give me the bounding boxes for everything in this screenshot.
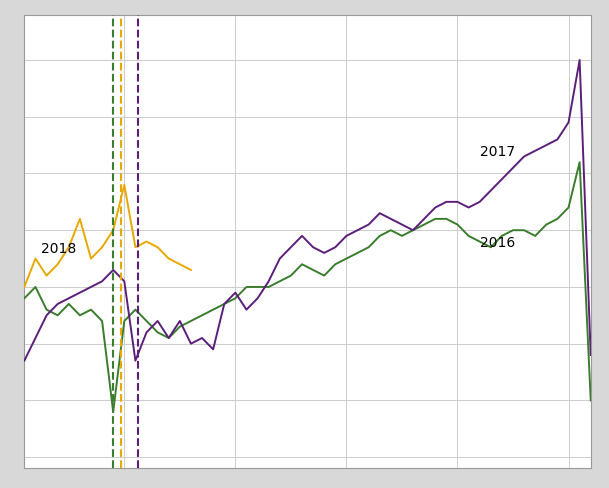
Text: 2016: 2016 [480, 236, 515, 250]
Text: 2018: 2018 [41, 242, 76, 256]
Text: 2017: 2017 [480, 145, 515, 160]
